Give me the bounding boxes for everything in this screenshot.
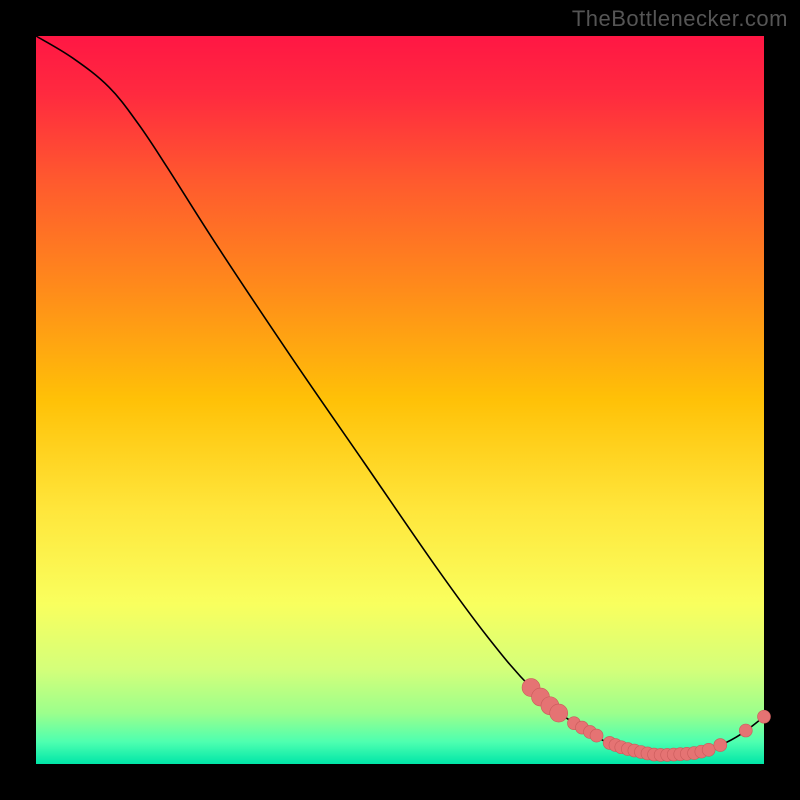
watermark-text: TheBottlenecker.com [572,6,788,32]
curve-marker [702,743,715,756]
bottleneck-chart [0,0,800,800]
curve-marker [550,704,568,722]
curve-marker [590,729,603,742]
plot-background [36,36,764,764]
curve-marker [714,739,727,752]
curve-marker [758,710,771,723]
curve-marker [739,724,752,737]
chart-container: TheBottlenecker.com [0,0,800,800]
